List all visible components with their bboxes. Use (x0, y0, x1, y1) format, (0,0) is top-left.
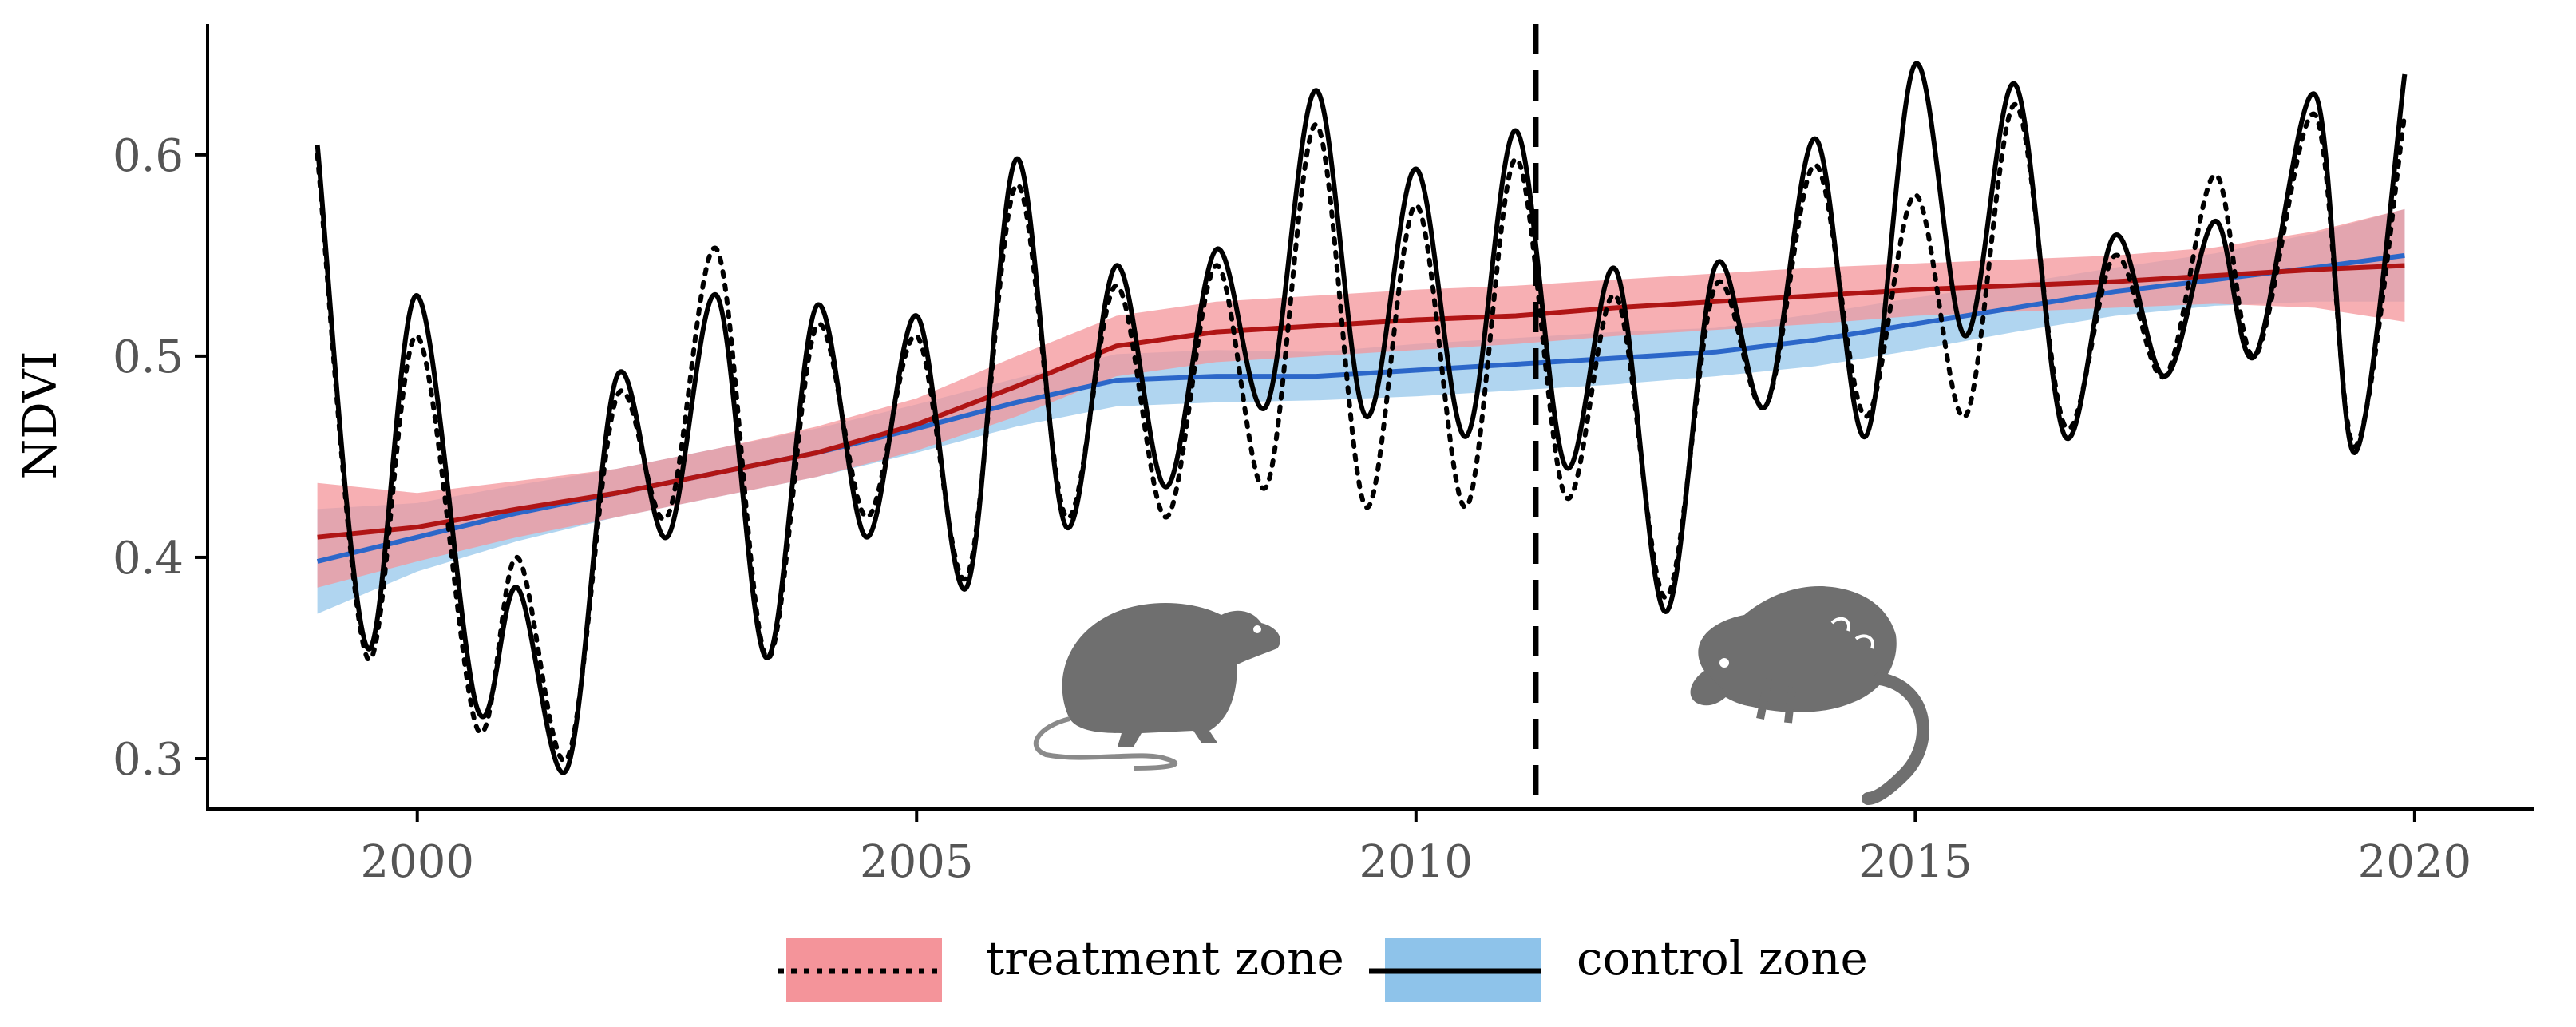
series-line-treatment (315, 101, 2408, 763)
y-tick-label: 0.5 (113, 331, 184, 383)
y-tick-label: 0.6 (113, 130, 184, 182)
legend: treatment zone control zone (778, 931, 1868, 1002)
trend-line-treatment (317, 263, 2405, 540)
legend-label-control: control zone (1577, 931, 1868, 985)
y-tick-label: 0.3 (113, 734, 184, 786)
y-tick-label: 0.4 (113, 533, 184, 585)
legend-label-treatment: treatment zone (986, 931, 1344, 985)
y-axis-ticks: 0.3 0.4 0.5 0.6 (113, 130, 208, 786)
x-tick-label: 2015 (1858, 836, 1973, 888)
legend-item-control: control zone (1369, 931, 1868, 1002)
x-tick-label: 2010 (1359, 836, 1474, 888)
x-tick-label: 2000 (360, 836, 474, 888)
y-axis-title: NDVI (13, 351, 67, 479)
ndvi-series (315, 61, 2408, 775)
x-tick-label: 2020 (2358, 836, 2472, 888)
trend-lines (316, 252, 2405, 564)
confidence-band-treatment (317, 208, 2405, 588)
legend-swatch-treatment (786, 938, 942, 1002)
dead-rat-silhouette-icon (1690, 586, 1929, 805)
x-axis-ticks: 2000 2005 2010 2015 2020 (360, 809, 2471, 888)
legend-item-treatment: treatment zone (778, 931, 1344, 1002)
x-tick-label: 2005 (860, 836, 974, 888)
rat-silhouette-icon (1033, 603, 1280, 771)
series-line-control (315, 61, 2408, 775)
